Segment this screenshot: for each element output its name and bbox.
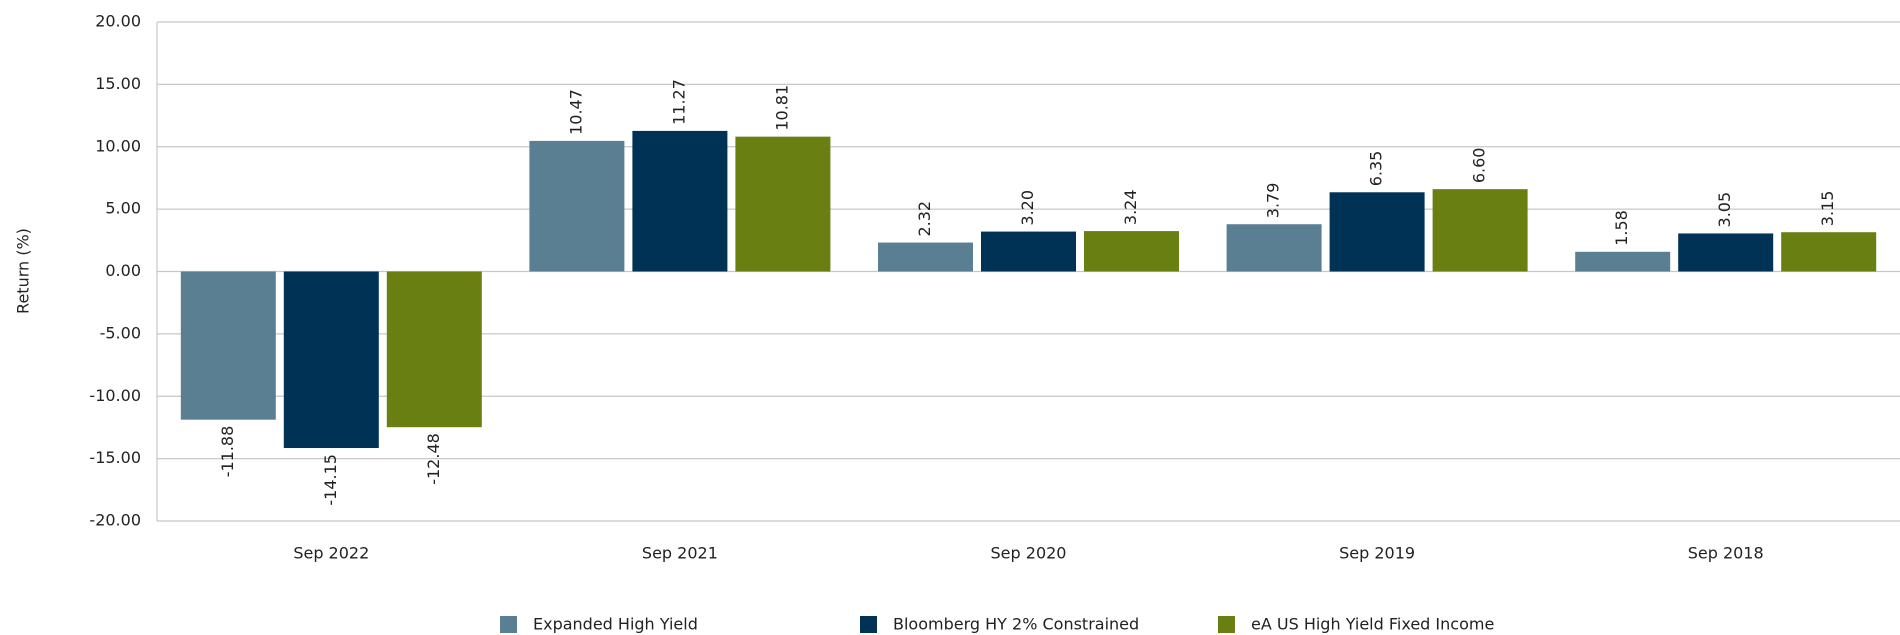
y-tick-label: -20.00	[89, 511, 141, 530]
data-label: 11.27	[669, 79, 688, 125]
y-tick-label: 5.00	[105, 199, 141, 218]
data-label: 3.20	[1018, 190, 1037, 226]
data-label: -12.48	[424, 433, 443, 485]
bar	[1084, 231, 1179, 272]
data-label: 6.35	[1367, 151, 1386, 187]
y-tick-label: 10.00	[95, 136, 141, 155]
data-label: 10.47	[566, 89, 585, 135]
y-axis-label: Return (%)	[14, 228, 33, 314]
legend-label: Bloomberg HY 2% Constrained	[893, 615, 1139, 634]
bar	[283, 271, 379, 449]
bar	[1329, 192, 1425, 272]
data-label: 3.15	[1818, 191, 1837, 227]
bar	[735, 136, 831, 272]
data-label: -14.15	[321, 454, 340, 506]
x-tick-label: Sep 2018	[1688, 544, 1764, 563]
x-tick-label: Sep 2021	[642, 544, 718, 563]
bar	[1575, 251, 1671, 272]
legend-label: eA US High Yield Fixed Income	[1251, 615, 1494, 634]
y-tick-label: 0.00	[105, 261, 141, 280]
bar	[1432, 189, 1528, 272]
data-label: 3.79	[1264, 183, 1283, 219]
y-tick-label: 20.00	[95, 12, 141, 31]
legend-swatch	[1218, 616, 1235, 633]
data-label: 6.60	[1470, 148, 1489, 184]
data-label: 10.81	[772, 85, 791, 131]
x-tick-label: Sep 2022	[293, 544, 369, 563]
data-label: 3.24	[1121, 189, 1140, 225]
y-tick-label: -5.00	[100, 323, 141, 342]
bar	[1678, 233, 1774, 272]
y-tick-label: -10.00	[89, 386, 141, 405]
bar	[386, 271, 482, 428]
bar	[878, 242, 973, 272]
data-label: 2.32	[915, 201, 934, 237]
x-tick-label: Sep 2019	[1339, 544, 1415, 563]
legend-swatch	[860, 616, 877, 633]
data-label: 1.58	[1612, 210, 1631, 246]
bar	[529, 140, 625, 272]
data-label: 3.05	[1715, 192, 1734, 228]
bar	[1226, 224, 1322, 272]
bar	[632, 130, 728, 272]
data-label: -11.88	[218, 426, 237, 478]
bar	[1781, 232, 1877, 272]
y-tick-label: 15.00	[95, 74, 141, 93]
legend-swatch	[500, 616, 517, 633]
legend-label: Expanded High Yield	[533, 615, 698, 634]
bar	[180, 271, 276, 420]
x-tick-label: Sep 2020	[991, 544, 1067, 563]
bar	[981, 231, 1076, 272]
y-tick-label: -15.00	[89, 448, 141, 467]
